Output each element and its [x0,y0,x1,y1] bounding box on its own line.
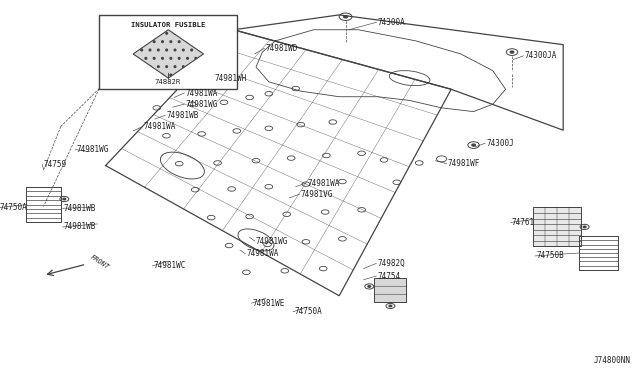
Text: 74761: 74761 [512,218,535,227]
Text: 74981WB: 74981WB [64,204,97,213]
Text: 74981WG: 74981WG [77,145,109,154]
Bar [374,278,406,302]
Text: 74981WA: 74981WA [144,122,177,131]
Circle shape [344,16,348,18]
Text: 74981WB: 74981WB [64,222,97,231]
Text: 74750B: 74750B [536,251,564,260]
Text: 74981WD: 74981WD [266,44,298,53]
Text: 74882R: 74882R [155,79,181,85]
Text: 74981WE: 74981WE [253,299,285,308]
Bar [579,236,618,270]
Text: 74750A: 74750A [294,307,322,316]
Text: 74981WC: 74981WC [154,262,186,270]
Text: 74759: 74759 [44,160,67,169]
Circle shape [63,198,66,200]
Circle shape [472,144,476,146]
Circle shape [510,51,514,53]
Text: 74981WG: 74981WG [186,100,218,109]
Text: 74981VG: 74981VG [301,190,333,199]
Text: 74981WB: 74981WB [166,111,199,120]
Bar [532,208,581,247]
Text: FRONT: FRONT [90,254,111,270]
Text: 74981WH: 74981WH [214,74,247,83]
Text: 74981WF: 74981WF [448,159,481,168]
Text: 74750A: 74750A [0,203,28,212]
Text: 74300JA: 74300JA [525,51,557,60]
Text: 74981WA: 74981WA [246,249,279,258]
Text: 74982Q: 74982Q [378,259,405,268]
Text: J74800NN: J74800NN [593,356,630,365]
Text: 74300J: 74300J [486,139,514,148]
Circle shape [389,305,392,307]
Bar [26,187,61,222]
Circle shape [583,226,586,228]
Polygon shape [133,30,204,78]
Text: 74754: 74754 [378,272,401,280]
Text: 74981WA: 74981WA [307,179,340,187]
Text: INSULATOR FUSIBLE: INSULATOR FUSIBLE [131,22,205,28]
Text: 74981WG: 74981WG [256,237,289,246]
Text: 74981WA: 74981WA [186,89,218,97]
Bar [99,15,237,89]
Text: 74300A: 74300A [378,18,405,27]
Circle shape [368,286,371,287]
